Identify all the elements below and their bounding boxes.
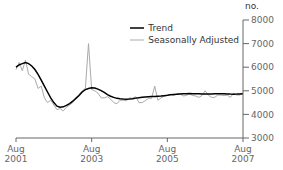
svg-text:3000: 3000: [251, 133, 274, 143]
svg-text:4000: 4000: [251, 110, 274, 120]
svg-text:5000: 5000: [251, 86, 274, 96]
svg-text:7000: 7000: [251, 39, 274, 49]
html-text:Seasonally Adjusted: Seasonally Adjusted: [148, 35, 239, 45]
svg-text:Aug2001: Aug2001: [8, 144, 27, 164]
html-text:Trend: Trend: [148, 23, 173, 33]
svg-text:6000: 6000: [251, 62, 274, 72]
html-text:no.: no.: [245, 1, 259, 11]
svg-text:8000: 8000: [251, 15, 274, 25]
svg-text:Aug2007: Aug2007: [232, 144, 255, 164]
svg-text:Aug2003: Aug2003: [80, 144, 103, 164]
svg-text:Aug2005: Aug2005: [156, 144, 179, 164]
